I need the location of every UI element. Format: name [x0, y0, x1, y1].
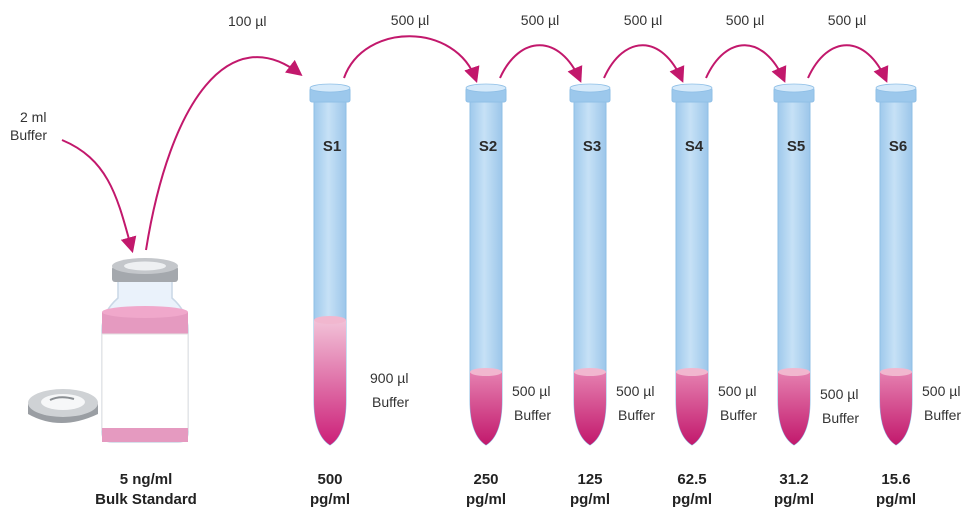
tube-liquid — [880, 372, 912, 445]
transfer-volume-label: 500 µl — [725, 12, 765, 28]
conc-unit: pg/ml — [570, 491, 610, 508]
transfer-arrow — [705, 44, 787, 83]
transfer-arrow-stock — [145, 56, 303, 251]
conc-value: 15.6 — [881, 471, 911, 488]
tube-liquid — [470, 372, 502, 445]
tube-s5 — [773, 83, 815, 446]
tube-s2 — [465, 83, 507, 446]
buffer-volume-label: 500 µl — [820, 386, 859, 402]
buffer-label: Buffer — [10, 127, 48, 143]
buffer-arrow — [61, 139, 137, 254]
buffer-label: Buffer — [618, 407, 656, 423]
tube-id-label: S4 — [684, 138, 704, 155]
buffer-volume-label: 500 µl — [922, 383, 961, 399]
buffer-volume-label: 2 ml — [20, 109, 47, 125]
tube-concentration: 125 pg/ml — [570, 470, 610, 510]
tube-liquid — [676, 372, 708, 445]
tube-concentration: 500 pg/ml — [310, 470, 350, 510]
conc-unit: pg/ml — [774, 491, 814, 508]
transfer-arrow — [499, 44, 583, 83]
bulk-standard-vial — [101, 258, 189, 443]
conc-value: 125 — [577, 471, 603, 488]
transfer-volume-label: 500 µl — [520, 12, 560, 28]
tube-id-label: S5 — [786, 138, 806, 155]
buffer-label: Buffer — [822, 410, 860, 426]
transfer-arrow — [343, 35, 480, 84]
tube-s3 — [569, 83, 611, 446]
conc-value: 31.2 — [779, 471, 809, 488]
conc-value: 500 — [317, 471, 343, 488]
conc-value: 62.5 — [677, 471, 707, 488]
buffer-volume-label: 500 µl — [616, 383, 655, 399]
transfer-volume-label: 500 µl — [623, 12, 663, 28]
stock-conc-value: 5 ng/ml — [119, 471, 173, 488]
buffer-label: Buffer — [514, 407, 552, 423]
tube-s1 — [309, 83, 351, 446]
buffer-label: Buffer — [372, 394, 410, 410]
tube-concentration: 31.2 pg/ml — [774, 470, 814, 510]
transfer-volume-label: 500 µl — [827, 12, 867, 28]
tube-liquid — [778, 372, 810, 445]
tube-concentration: 250 pg/ml — [466, 470, 506, 510]
tube-s4 — [671, 83, 713, 446]
tube-id-label: S2 — [478, 138, 498, 155]
tube-liquid — [574, 372, 606, 445]
transfer-arrow — [807, 44, 889, 83]
buffer-label: Buffer — [924, 407, 962, 423]
buffer-volume-label: 500 µl — [512, 383, 551, 399]
vial-cap — [28, 389, 98, 423]
tube-concentration: 62.5 pg/ml — [672, 470, 712, 510]
tube-id-label: S6 — [888, 138, 908, 155]
stock-concentration: 5 ng/ml Bulk Standard — [95, 470, 197, 510]
transfer-volume-label: 500 µl — [390, 12, 430, 28]
buffer-volume-label: 500 µl — [718, 383, 757, 399]
buffer-volume-label: 900 µl — [370, 370, 409, 386]
tube-liquid — [314, 320, 346, 445]
tube-concentration: 15.6 pg/ml — [876, 470, 916, 510]
conc-unit: pg/ml — [466, 491, 506, 508]
conc-unit: pg/ml — [672, 491, 712, 508]
tube-id-label: S1 — [322, 138, 342, 155]
conc-unit: pg/ml — [310, 491, 350, 508]
tube-s6 — [875, 83, 917, 446]
transfer-arrow — [603, 44, 685, 83]
stock-transfer-label: 100 µl — [228, 13, 267, 29]
buffer-label: Buffer — [720, 407, 758, 423]
stock-conc-caption: Bulk Standard — [95, 491, 197, 508]
tube-id-label: S3 — [582, 138, 602, 155]
conc-unit: pg/ml — [876, 491, 916, 508]
conc-value: 250 — [473, 471, 499, 488]
